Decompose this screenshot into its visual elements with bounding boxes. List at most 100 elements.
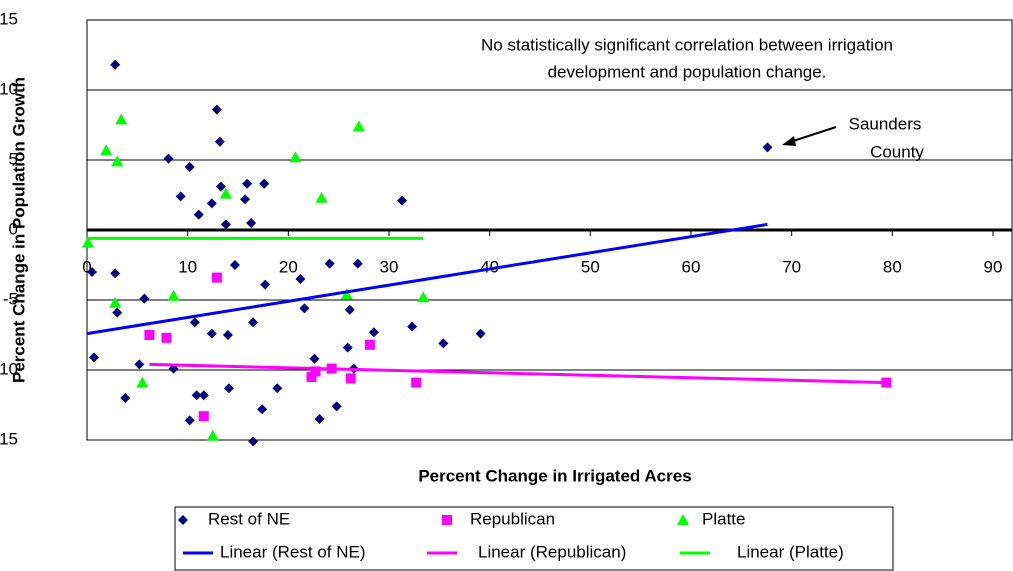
point [144, 330, 155, 340]
point [198, 390, 209, 401]
point [115, 113, 128, 125]
point [315, 191, 328, 203]
y-tick-label: 10 [0, 79, 18, 98]
x-tick-label: 30 [380, 257, 399, 276]
annotation: development and population change. [548, 62, 827, 81]
legend-label: Platte [702, 509, 745, 528]
trend-line [86, 222, 768, 336]
point [407, 321, 418, 332]
point [368, 327, 379, 338]
x-tick-label: 90 [984, 257, 1003, 276]
x-tick-label: 80 [883, 257, 902, 276]
point [411, 377, 422, 388]
y-tick-label: 0 [9, 219, 18, 238]
point [331, 401, 342, 412]
point [352, 120, 365, 132]
point [306, 372, 317, 382]
point [136, 376, 149, 388]
point [139, 293, 150, 304]
point [109, 296, 122, 308]
point [184, 415, 195, 426]
arrow-head [782, 136, 796, 146]
point [111, 155, 124, 167]
point [438, 338, 449, 349]
x-tick-label: 50 [581, 257, 600, 276]
legend-marker [442, 515, 452, 525]
point [82, 236, 95, 248]
y-tick-label: -15 [0, 429, 18, 448]
point [340, 288, 353, 300]
point [184, 162, 195, 172]
x-tick-label: 0 [82, 257, 91, 276]
point [342, 342, 353, 353]
point [248, 436, 259, 447]
x-tick-label: 70 [782, 257, 801, 276]
point [242, 178, 253, 189]
y-tick-label: -5 [3, 289, 18, 308]
point [215, 181, 226, 192]
point [299, 303, 310, 314]
annotation-arrow [789, 126, 837, 143]
y-axis-title: Percent Change in Population Growth [9, 77, 28, 383]
point [314, 414, 325, 424]
legend-label: Republican [470, 509, 555, 528]
point [214, 136, 225, 147]
point [120, 393, 131, 403]
y-tick-label: 15 [0, 9, 18, 28]
legend-marker [178, 515, 188, 525]
point [110, 59, 121, 70]
point [364, 339, 375, 350]
annotation: County [870, 142, 924, 161]
point [310, 366, 321, 377]
point [246, 218, 257, 228]
legend-label: Linear (Republican) [478, 542, 626, 561]
point [223, 383, 234, 394]
x-axis-title: Percent Change in Irrigated Acres [418, 466, 691, 485]
point [206, 429, 219, 441]
point [193, 209, 204, 220]
point [112, 307, 123, 318]
point [175, 191, 186, 202]
point [260, 279, 271, 290]
annotation: Saunders [849, 114, 922, 133]
point [257, 404, 268, 415]
point [222, 330, 233, 340]
point [163, 153, 174, 164]
point [191, 390, 202, 401]
point [211, 272, 222, 283]
point [161, 332, 172, 343]
point [100, 144, 113, 156]
legend [174, 506, 894, 571]
point [229, 260, 240, 270]
x-tick-label: 60 [682, 257, 701, 276]
point [475, 328, 486, 339]
y-tick-label: 5 [9, 149, 18, 168]
trend-line [149, 362, 887, 385]
point [206, 328, 217, 339]
point [211, 104, 222, 115]
point [309, 353, 320, 364]
point [220, 219, 231, 230]
point [198, 411, 209, 422]
point [134, 359, 145, 370]
point [272, 383, 283, 394]
point [110, 268, 121, 279]
point [344, 304, 355, 315]
x-tick-label: 40 [480, 257, 499, 276]
legend-label: Linear (Rest of NE) [220, 542, 366, 561]
point [206, 198, 217, 209]
point [167, 289, 180, 301]
point [345, 373, 356, 384]
point [259, 178, 270, 189]
legend-label: Rest of NE [208, 509, 290, 528]
point [417, 291, 430, 303]
point [295, 274, 306, 284]
y-tick-label: -10 [0, 359, 18, 378]
point [240, 194, 251, 205]
annotation: No statistically significant correlation… [481, 35, 893, 54]
point [89, 352, 100, 363]
point [248, 317, 259, 328]
point [289, 151, 302, 163]
point [87, 267, 98, 277]
